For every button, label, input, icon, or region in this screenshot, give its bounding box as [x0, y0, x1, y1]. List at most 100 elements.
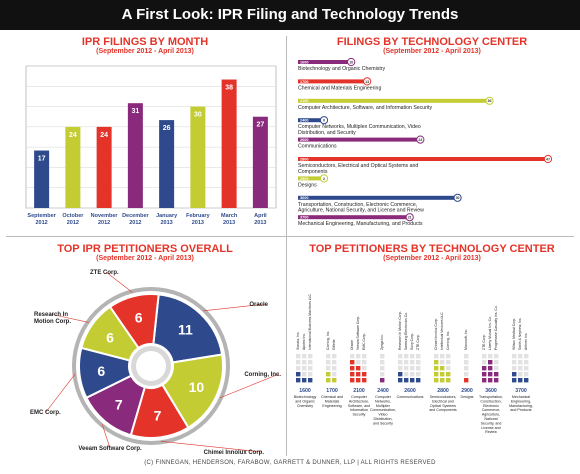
grid-cell [356, 366, 361, 371]
petitioner-label: ZTE Corp. [482, 334, 486, 350]
tech-value-label: 21 [408, 216, 412, 220]
top-petitioners-subtitle: (September 2012 - April 2013) [96, 255, 194, 262]
pie-slice-6 [108, 293, 160, 350]
filings-by-month-panel: IPR FILINGS BY MONTH (September 2012 - A… [6, 32, 284, 234]
grid-cell [446, 354, 451, 359]
grid-cell [524, 372, 529, 377]
grid-cell [518, 378, 523, 383]
grid-cell [296, 372, 301, 377]
grid-cell [416, 354, 421, 359]
bar-september [34, 150, 50, 208]
grid-cell [410, 372, 415, 377]
tech-value-label: 30 [456, 196, 460, 200]
pie-category-label: EMC Corp. [30, 410, 61, 416]
tech-bar-2800 [298, 157, 548, 161]
tech-value-marker [543, 154, 553, 164]
grid-cell [362, 372, 367, 377]
grid-cell [464, 372, 469, 377]
petitioner-label: Chimei Innolux Corp. [434, 318, 438, 350]
bar-value-label: 26 [163, 125, 171, 132]
grid-cell [356, 378, 361, 383]
petitioners-by-tech-subtitle: (September 2012 - April 2013) [383, 255, 481, 262]
grid-cell [416, 372, 421, 377]
grid-cell [296, 366, 301, 371]
bar-april [252, 116, 268, 208]
pie-category-label: Corning, Inc. [244, 372, 281, 378]
grid-cell [350, 378, 355, 383]
tech-bar-3600 [298, 195, 458, 200]
top-petitioners-title: TOP IPR PETITIONERS OVERALL [57, 243, 233, 255]
grid-cell [440, 354, 445, 359]
grid-cell [524, 366, 529, 371]
page-title: A First Look: IPR Filing and Technology … [0, 0, 580, 30]
grid-cell [398, 354, 403, 359]
bar-value-label: 31 [131, 108, 139, 115]
tech-category-label: Biotechnology and Organic Chemistry [298, 66, 385, 72]
petitioner-label: Samsung Electronics Co. [404, 312, 408, 350]
pie-category-label: Research In Motion Corp. [34, 312, 71, 325]
grid-cell [494, 372, 499, 377]
grid-cell [404, 378, 409, 383]
grid-cell [464, 354, 469, 359]
petitioner-label: Intellectual Ventures LLC [440, 312, 444, 350]
grid-cell [464, 360, 469, 365]
grid-cell [398, 366, 403, 371]
tech-code-label: 2400 [300, 119, 308, 123]
grid-cell [410, 366, 415, 371]
tech-value-label: 23 [418, 138, 422, 142]
month-tick-label: March 2013 [221, 213, 238, 226]
tech-category-label: Designs [298, 182, 317, 188]
tech-value-marker [347, 58, 356, 67]
grid-cell [332, 372, 337, 377]
bar-value-label: 17 [38, 156, 46, 163]
pie-leader-line [203, 303, 267, 312]
filings-by-tech-title: FILINGS BY TECHNOLOGY CENTER [336, 36, 528, 48]
grid-cell [482, 372, 487, 377]
tech-bar-2400 [298, 118, 324, 123]
grid-cell [512, 360, 517, 365]
pie-category-label: Veeam Software Corp. [78, 446, 142, 452]
grid-cell [434, 366, 439, 371]
grid-cell [326, 378, 331, 383]
petitioner-label: Corning, Inc. [326, 331, 330, 350]
grid-cell [350, 366, 355, 371]
grid-cell [524, 360, 529, 365]
petitioner-label: Liberty Mutual Ins. Co. [488, 316, 492, 350]
petitioner-label: Microsoft, Inc. [464, 329, 468, 350]
pie-category-label: ZTE Corp. [90, 270, 119, 276]
bar-february [190, 106, 206, 208]
month-tick-label: December 2012 [122, 213, 149, 226]
grid-cell [362, 354, 367, 359]
tech-center-name: Computer Architecture, Software, and Inform… [348, 395, 370, 417]
pie-value-label: 7 [115, 396, 123, 412]
grid-cell [446, 372, 451, 377]
pie-value-label: 7 [154, 408, 162, 424]
grid-cell [296, 360, 301, 365]
grid-cell [488, 366, 493, 371]
pie-slice-0 [152, 293, 224, 364]
bar-value-label: 24 [100, 132, 108, 139]
tech-center-name: Semiconductors, Electrical and Optical Sys… [429, 395, 457, 412]
tech-bar-2600 [298, 137, 421, 142]
grid-cell [440, 378, 445, 383]
tech-center-code: 2800 [437, 388, 449, 394]
grid-cell [446, 366, 451, 371]
tech-value-marker [319, 174, 329, 183]
pie-leader-line [45, 373, 76, 413]
grid-cell [416, 366, 421, 371]
petitioners-by-tech-title: TOP PETITIONERS BY TECHNOLOGY CENTER [309, 243, 555, 255]
grid-cell [440, 360, 445, 365]
grid-cell [380, 360, 385, 365]
grid-cell [446, 378, 451, 383]
tech-center-name: Biotechnology and Organic Chemistry [294, 395, 317, 408]
vertical-divider [286, 36, 287, 456]
pie-category-label: Oracle [249, 302, 268, 308]
grid-cell [434, 372, 439, 377]
tech-code-label: 2100 [300, 99, 308, 103]
grid-cell [482, 354, 487, 359]
tech-center-name: Computer Networks, Multiplex Communication,… [370, 395, 396, 425]
tech-code-label: 2800 [300, 157, 308, 161]
bar-december [127, 103, 143, 208]
grid-cell [356, 360, 361, 365]
tech-bar-1600 [298, 60, 352, 64]
